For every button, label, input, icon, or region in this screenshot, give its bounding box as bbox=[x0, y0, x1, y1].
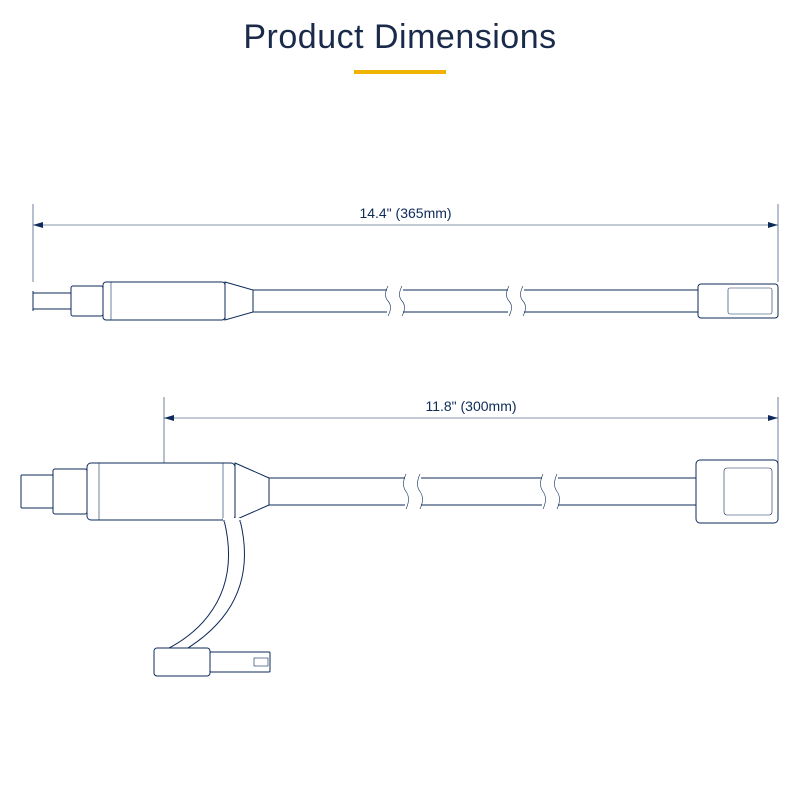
diagram-svg bbox=[0, 0, 800, 800]
